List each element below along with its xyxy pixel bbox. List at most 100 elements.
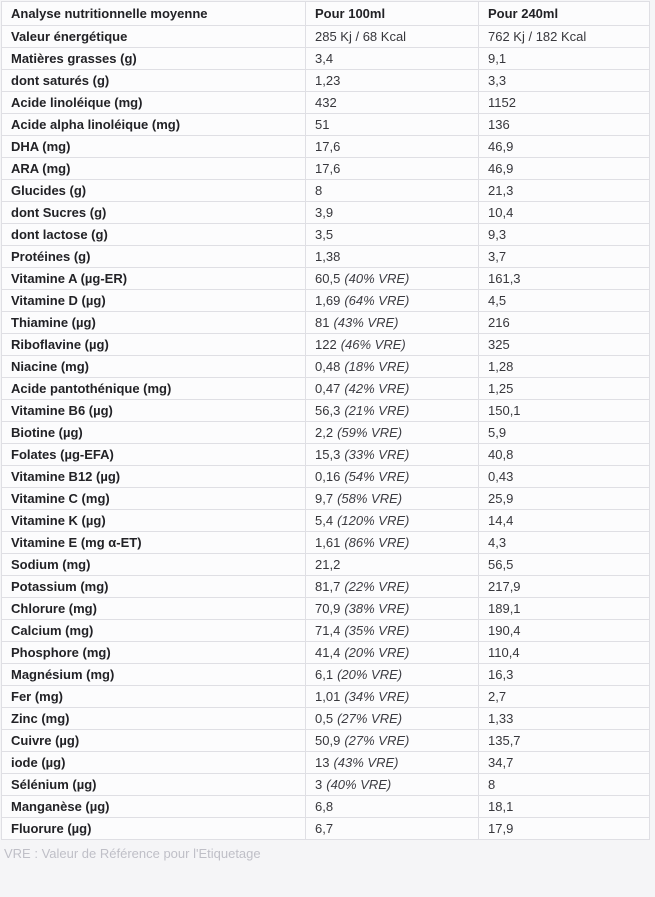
nutrient-label: Chlorure (mg) [1, 597, 306, 620]
table-row: Sélénium (µg) 3 (40% VRE) 8 [1, 773, 650, 796]
value-100ml-vre-note: (58% VRE) [337, 491, 403, 506]
value-100ml-vre-note: (40% VRE) [326, 777, 392, 792]
value-100ml-vre-note: (18% VRE) [344, 359, 410, 374]
value-100ml-vre-note: (27% VRE) [344, 733, 410, 748]
value-per-240ml: 4,3 [478, 531, 650, 554]
value-100ml-vre-note: (38% VRE) [344, 601, 410, 616]
value-per-240ml: 14,4 [478, 509, 650, 532]
value-per-240ml: 325 [478, 333, 650, 356]
value-per-240ml: 216 [478, 311, 650, 334]
value-per-240ml: 10,4 [478, 201, 650, 224]
table-row: Biotine (µg) 2,2 (59% VRE) 5,9 [1, 421, 650, 444]
nutrient-label: Matières grasses (g) [1, 47, 306, 70]
value-100ml-number: 6,1 [315, 667, 334, 682]
value-100ml-vre-note: (35% VRE) [344, 623, 410, 638]
table-row: Chlorure (mg) 70,9 (38% VRE) 189,1 [1, 597, 650, 620]
table-row: Glucides (g) 8 21,3 [1, 179, 650, 202]
value-per-240ml: 1,33 [478, 707, 650, 730]
table-row: Calcium (mg) 71,4 (35% VRE) 190,4 [1, 619, 650, 642]
nutrient-label: Folates (µg-EFA) [1, 443, 306, 466]
value-100ml-vre-note: (20% VRE) [337, 667, 403, 682]
value-per-100ml: 17,6 [305, 157, 479, 180]
value-per-100ml: 122 (46% VRE) [305, 333, 479, 356]
table-row: Phosphore (mg) 41,4 (20% VRE) 110,4 [1, 641, 650, 664]
value-per-240ml: 150,1 [478, 399, 650, 422]
nutrient-label: Potassium (mg) [1, 575, 306, 598]
value-per-240ml: 0,43 [478, 465, 650, 488]
value-per-240ml: 16,3 [478, 663, 650, 686]
value-per-240ml: 3,7 [478, 245, 650, 268]
value-100ml-number: 51 [315, 117, 330, 132]
nutrient-label: Sélénium (µg) [1, 773, 306, 796]
value-per-240ml: 21,3 [478, 179, 650, 202]
nutrient-label: Vitamine C (mg) [1, 487, 306, 510]
value-per-100ml: 81 (43% VRE) [305, 311, 479, 334]
value-per-100ml: 50,9 (27% VRE) [305, 729, 479, 752]
value-100ml-number: 3,4 [315, 51, 334, 66]
nutrient-label: Vitamine B6 (µg) [1, 399, 306, 422]
value-per-240ml: 40,8 [478, 443, 650, 466]
value-per-100ml: 13 (43% VRE) [305, 751, 479, 774]
value-100ml-vre-note: (34% VRE) [344, 689, 410, 704]
value-per-240ml: 1152 [478, 91, 650, 114]
value-100ml-number: 1,38 [315, 249, 341, 264]
nutrient-label: Magnésium (mg) [1, 663, 306, 686]
value-100ml-vre-note: (43% VRE) [333, 315, 399, 330]
value-100ml-number: 3,5 [315, 227, 334, 242]
value-100ml-number: 6,7 [315, 821, 334, 836]
value-per-240ml: 18,1 [478, 795, 650, 818]
value-100ml-vre-note: (43% VRE) [333, 755, 399, 770]
table-row: Protéines (g) 1,38 3,7 [1, 245, 650, 268]
nutrient-label: Glucides (g) [1, 179, 306, 202]
value-per-100ml: 6,7 [305, 817, 479, 840]
nutrient-label: Protéines (g) [1, 245, 306, 268]
table-row: Magnésium (mg) 6,1 (20% VRE) 16,3 [1, 663, 650, 686]
value-per-240ml: 762 Kj / 182 Kcal [478, 25, 650, 48]
value-per-240ml: 1,25 [478, 377, 650, 400]
value-per-100ml: 3 (40% VRE) [305, 773, 479, 796]
nutrient-label: Vitamine A (µg-ER) [1, 267, 306, 290]
value-per-240ml: 189,1 [478, 597, 650, 620]
value-100ml-number: 41,4 [315, 645, 341, 660]
table-row: Vitamine B6 (µg) 56,3 (21% VRE) 150,1 [1, 399, 650, 422]
value-100ml-vre-note: (46% VRE) [340, 337, 406, 352]
table-body: Valeur énergétique 285 Kj / 68 Kcal 762 … [1, 25, 650, 840]
value-100ml-number: 0,48 [315, 359, 341, 374]
value-100ml-vre-note: (64% VRE) [344, 293, 410, 308]
vre-footnote: VRE : Valeur de Référence pour l'Etiquet… [4, 846, 261, 861]
value-100ml-number: 1,01 [315, 689, 341, 704]
nutrition-table: Analyse nutritionnelle moyenne Pour 100m… [1, 1, 650, 840]
value-per-100ml: 56,3 (21% VRE) [305, 399, 479, 422]
nutrient-label: Fluorure (µg) [1, 817, 306, 840]
nutrient-label: Fer (mg) [1, 685, 306, 708]
table-row: DHA (mg) 17,6 46,9 [1, 135, 650, 158]
table-row: Cuivre (µg) 50,9 (27% VRE) 135,7 [1, 729, 650, 752]
value-100ml-number: 2,2 [315, 425, 334, 440]
value-100ml-vre-note: (54% VRE) [344, 469, 410, 484]
value-per-240ml: 3,3 [478, 69, 650, 92]
nutrient-label: Sodium (mg) [1, 553, 306, 576]
value-per-100ml: 0,5 (27% VRE) [305, 707, 479, 730]
value-per-100ml: 1,23 [305, 69, 479, 92]
value-per-240ml: 136 [478, 113, 650, 136]
value-100ml-number: 8 [315, 183, 323, 198]
value-per-240ml: 9,1 [478, 47, 650, 70]
value-100ml-number: 0,16 [315, 469, 341, 484]
table-row: dont saturés (g) 1,23 3,3 [1, 69, 650, 92]
table-row: Vitamine K (µg) 5,4 (120% VRE) 14,4 [1, 509, 650, 532]
nutrient-label: dont lactose (g) [1, 223, 306, 246]
header-row: Analyse nutritionnelle moyenne Pour 100m… [1, 1, 650, 26]
value-per-100ml: 6,1 (20% VRE) [305, 663, 479, 686]
value-100ml-vre-note: (33% VRE) [344, 447, 410, 462]
value-per-100ml: 6,8 [305, 795, 479, 818]
value-per-240ml: 217,9 [478, 575, 650, 598]
value-per-240ml: 56,5 [478, 553, 650, 576]
value-per-100ml: 60,5 (40% VRE) [305, 267, 479, 290]
table-row: Niacine (mg) 0,48 (18% VRE) 1,28 [1, 355, 650, 378]
value-per-100ml: 15,3 (33% VRE) [305, 443, 479, 466]
value-per-100ml: 0,16 (54% VRE) [305, 465, 479, 488]
value-100ml-number: 50,9 [315, 733, 341, 748]
table-row: dont Sucres (g) 3,9 10,4 [1, 201, 650, 224]
value-per-100ml: 51 [305, 113, 479, 136]
